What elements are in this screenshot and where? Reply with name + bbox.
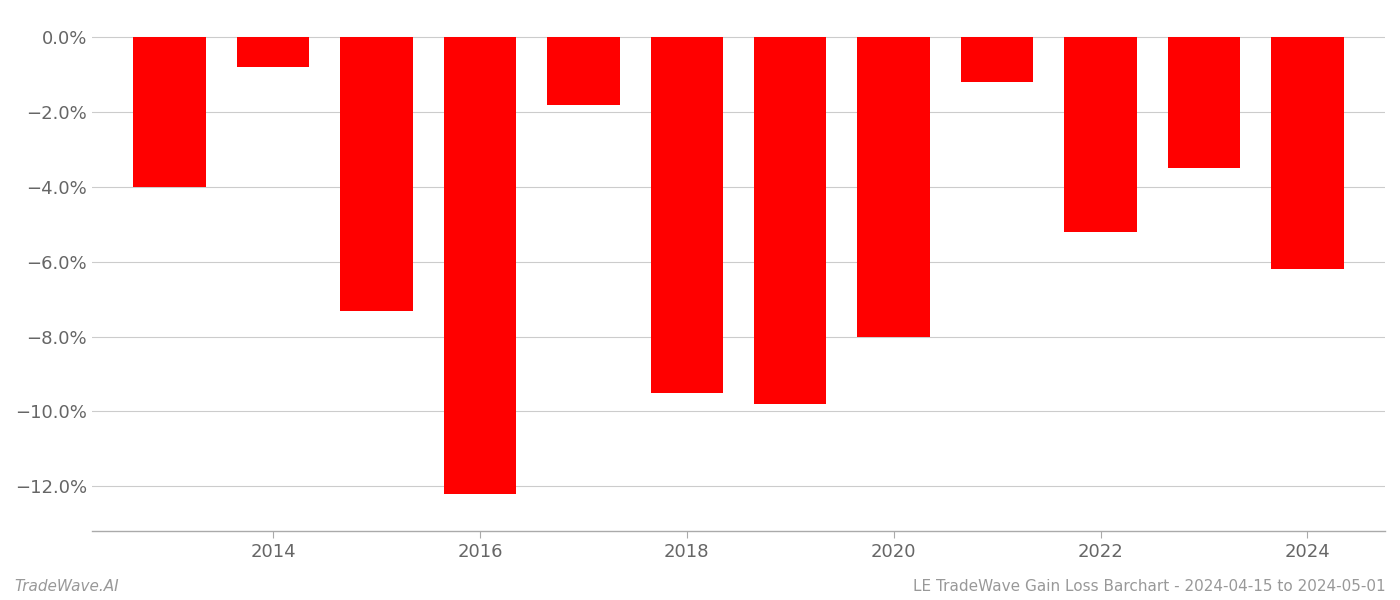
Bar: [1168, 37, 1240, 169]
Text: LE TradeWave Gain Loss Barchart - 2024-04-15 to 2024-05-01: LE TradeWave Gain Loss Barchart - 2024-0…: [913, 579, 1386, 594]
Bar: [1064, 37, 1137, 232]
Bar: [133, 37, 206, 187]
Bar: [340, 37, 413, 311]
Bar: [857, 37, 930, 337]
Bar: [547, 37, 620, 105]
Text: TradeWave.AI: TradeWave.AI: [14, 579, 119, 594]
Bar: [755, 37, 826, 404]
Bar: [960, 37, 1033, 82]
Bar: [1271, 37, 1344, 269]
Bar: [651, 37, 722, 393]
Bar: [237, 37, 309, 67]
Bar: [444, 37, 517, 494]
